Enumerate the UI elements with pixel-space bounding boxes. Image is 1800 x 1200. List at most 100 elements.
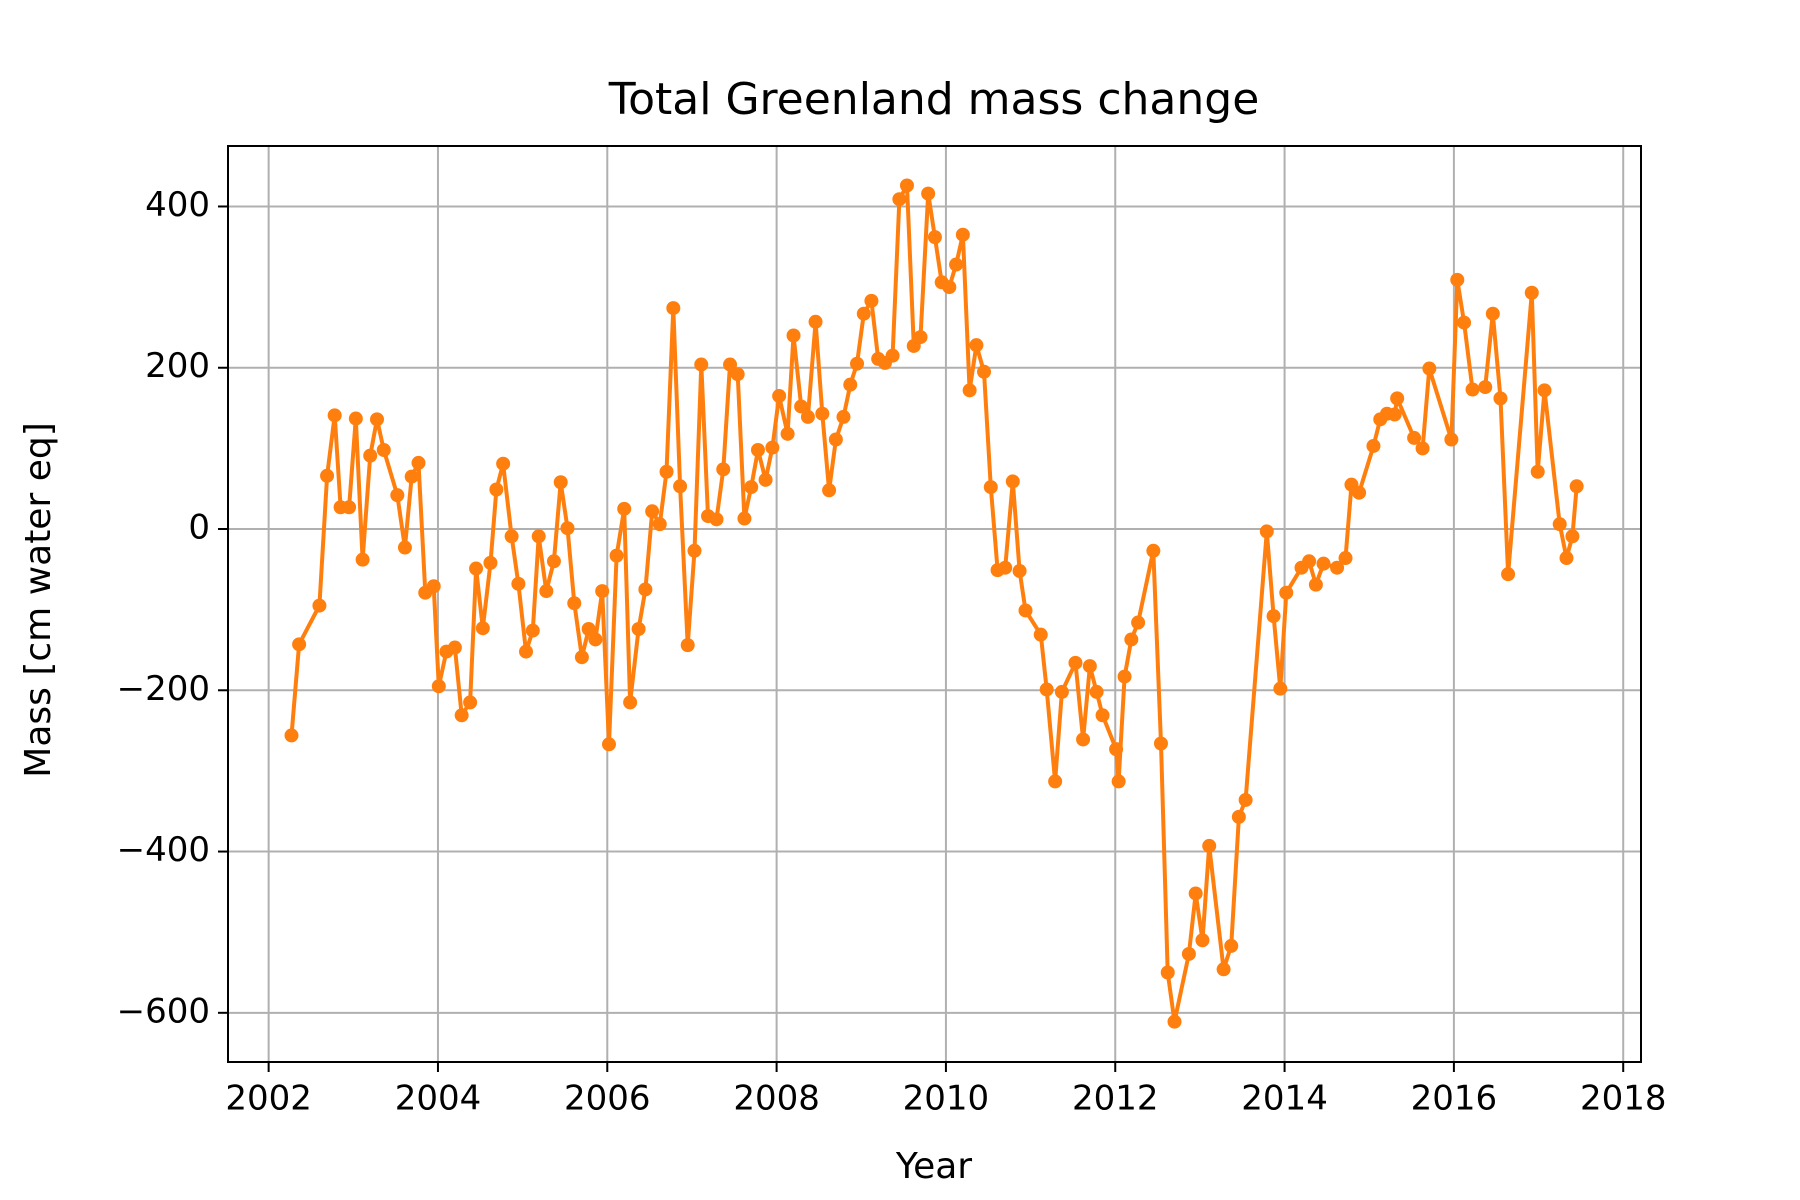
data-point [588, 632, 603, 647]
data-point [750, 442, 765, 457]
data-point [560, 521, 575, 536]
x-tick-label: 2004 [395, 1079, 482, 1119]
data-point [1493, 391, 1508, 406]
data-point [1216, 962, 1231, 977]
data-point [623, 695, 638, 710]
data-point [504, 529, 519, 544]
data-point [772, 388, 787, 403]
data-point [1153, 736, 1168, 751]
data-point [1146, 543, 1161, 558]
data-point [404, 469, 419, 484]
y-axis-label: Mass [cm water eq] [18, 422, 59, 777]
data-point [581, 621, 596, 636]
x-tick-label: 2002 [225, 1079, 312, 1119]
data-point [1501, 567, 1516, 582]
data-point [1485, 306, 1500, 321]
data-point [1308, 577, 1323, 592]
data-point [376, 442, 391, 457]
data-point [489, 482, 504, 497]
data-point [496, 456, 511, 471]
data-point [631, 621, 646, 636]
data-point [546, 554, 561, 569]
data-point [962, 383, 977, 398]
data-point [567, 596, 582, 611]
data-point [483, 555, 498, 570]
data-point [652, 517, 667, 532]
data-point [1530, 464, 1545, 479]
data-point [1076, 732, 1091, 747]
data-point [1316, 556, 1331, 571]
y-tick-label: −200 [117, 669, 210, 709]
data-point [1012, 563, 1027, 578]
data-point [363, 448, 378, 463]
x-tick-label: 2010 [903, 1079, 990, 1119]
data-point [730, 367, 745, 382]
data-point [390, 488, 405, 503]
data-point [850, 356, 865, 371]
data-point [687, 543, 702, 558]
data-point [327, 408, 342, 423]
data-point [927, 230, 942, 245]
data-point [638, 582, 653, 597]
data-point [969, 338, 984, 353]
data-point [463, 695, 478, 710]
data-point [1089, 684, 1104, 699]
data-point [348, 411, 363, 426]
data-point [1167, 1014, 1182, 1029]
data-point [822, 483, 837, 498]
data-point [1569, 479, 1584, 494]
data-point [1160, 965, 1175, 980]
data-point [411, 455, 426, 470]
data-point [758, 472, 773, 487]
x-tick-label: 2016 [1411, 1079, 1498, 1119]
data-point [765, 440, 780, 455]
data-point [694, 357, 709, 372]
data-point [1033, 627, 1048, 642]
y-tick-label: 0 [188, 508, 210, 548]
data-point [1054, 684, 1069, 699]
data-point [1524, 285, 1539, 300]
data-point [1259, 524, 1274, 539]
data-point [539, 584, 554, 599]
data-point [949, 257, 964, 272]
data-point [426, 579, 441, 594]
data-point [525, 623, 540, 638]
data-point [723, 357, 738, 372]
data-point [1537, 383, 1552, 398]
data-point [828, 432, 843, 447]
data-point [1048, 774, 1063, 789]
data-point [737, 511, 752, 526]
data-point [431, 679, 446, 694]
x-tick-label: 2008 [733, 1079, 820, 1119]
data-point [574, 650, 589, 665]
data-point [856, 306, 871, 321]
data-point [1181, 946, 1196, 961]
plot-frame [227, 145, 1642, 1063]
data-point [609, 548, 624, 563]
data-point [1450, 272, 1465, 287]
data-point [983, 480, 998, 495]
data-point [955, 227, 970, 242]
data-point [998, 560, 1013, 575]
data-point [1018, 603, 1033, 618]
x-tick-label: 2012 [1072, 1079, 1159, 1119]
y-tick-label: 400 [145, 185, 210, 225]
data-point [1188, 886, 1203, 901]
data-point [355, 552, 370, 567]
data-point [780, 426, 795, 441]
data-point [454, 708, 469, 723]
y-tick-label: −600 [117, 991, 210, 1031]
data-point [469, 561, 484, 576]
data-point [1195, 933, 1210, 948]
data-point [447, 640, 462, 655]
data-point [475, 621, 490, 636]
x-tick-label: 2006 [564, 1079, 651, 1119]
x-tick-label: 2014 [1241, 1079, 1328, 1119]
data-point [666, 301, 681, 316]
chart-title: Total Greenland mass change [608, 74, 1260, 125]
data-point [1202, 838, 1217, 853]
data-point [977, 364, 992, 379]
data-point [1390, 391, 1405, 406]
